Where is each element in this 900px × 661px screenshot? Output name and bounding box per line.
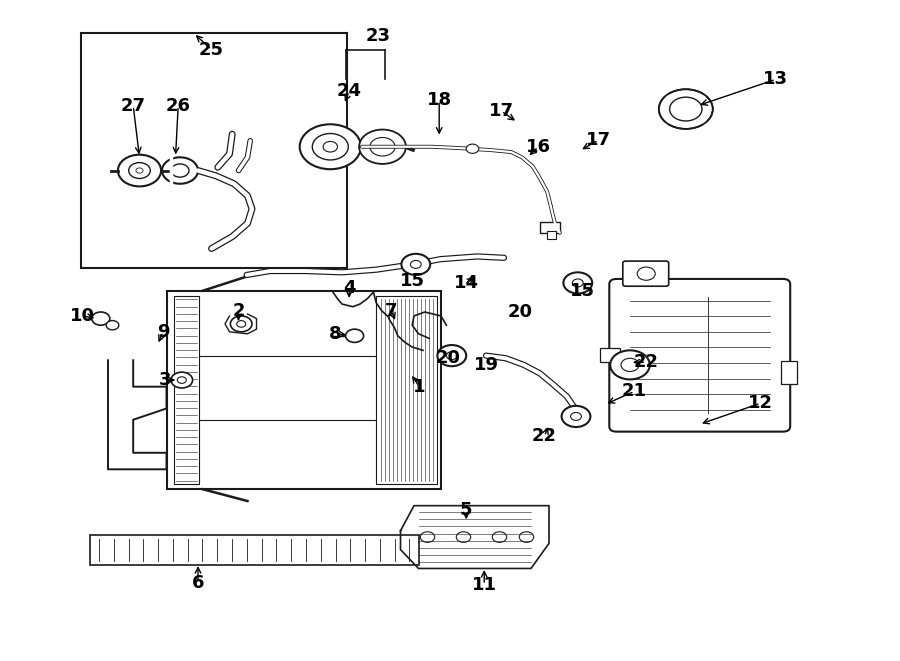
Text: 1: 1 [413, 377, 426, 396]
Text: 8: 8 [328, 325, 341, 343]
Bar [547, 231, 556, 239]
Bar [540, 222, 560, 233]
Text: 19: 19 [473, 356, 499, 374]
Text: 17: 17 [586, 131, 611, 149]
Text: 26: 26 [166, 97, 191, 115]
Text: 15: 15 [400, 272, 425, 290]
Circle shape [456, 531, 471, 542]
Circle shape [129, 163, 150, 178]
Text: 16: 16 [526, 137, 551, 156]
Circle shape [572, 279, 583, 287]
Text: 13: 13 [763, 70, 788, 89]
Circle shape [136, 168, 143, 173]
Circle shape [571, 412, 581, 420]
Circle shape [312, 134, 348, 160]
Text: 17: 17 [489, 102, 514, 120]
Circle shape [300, 124, 361, 169]
Bar [166, 291, 441, 489]
Circle shape [420, 531, 435, 542]
Circle shape [359, 130, 406, 164]
Text: 6: 6 [192, 574, 204, 592]
Circle shape [437, 345, 466, 366]
Circle shape [92, 312, 110, 325]
Bar [376, 296, 437, 484]
Circle shape [177, 377, 186, 383]
Circle shape [670, 97, 702, 121]
Circle shape [410, 260, 421, 268]
Text: 20: 20 [436, 349, 461, 368]
Circle shape [171, 372, 193, 388]
Circle shape [637, 267, 655, 280]
Text: 20: 20 [508, 303, 533, 321]
Text: 4: 4 [343, 278, 356, 297]
Circle shape [466, 144, 479, 153]
Circle shape [162, 157, 198, 184]
FancyBboxPatch shape [623, 261, 669, 286]
Bar [600, 348, 620, 362]
Circle shape [519, 531, 534, 542]
Text: 7: 7 [385, 301, 398, 320]
Circle shape [171, 164, 189, 177]
Bar [81, 33, 347, 268]
FancyBboxPatch shape [609, 279, 790, 432]
Text: 3: 3 [158, 371, 171, 389]
Text: 24: 24 [337, 82, 362, 100]
Text: 15: 15 [570, 282, 595, 300]
Bar [90, 535, 418, 565]
Text: 27: 27 [121, 97, 146, 115]
Text: 23: 23 [365, 27, 391, 46]
Circle shape [492, 531, 507, 542]
Circle shape [401, 254, 430, 275]
Text: 18: 18 [427, 91, 452, 110]
Text: 22: 22 [532, 427, 557, 446]
Circle shape [563, 272, 592, 293]
Bar [781, 361, 797, 383]
Circle shape [659, 89, 713, 129]
Text: 21: 21 [622, 382, 647, 401]
Text: 12: 12 [748, 394, 773, 412]
Text: 25: 25 [199, 40, 224, 59]
Circle shape [446, 352, 457, 360]
Circle shape [346, 329, 364, 342]
Text: 5: 5 [460, 501, 473, 520]
Circle shape [323, 141, 338, 152]
Text: 2: 2 [232, 301, 245, 320]
Circle shape [118, 155, 161, 186]
Bar [174, 296, 199, 484]
Circle shape [610, 350, 650, 379]
Text: 10: 10 [70, 307, 95, 325]
Circle shape [106, 321, 119, 330]
Circle shape [237, 321, 246, 327]
Text: 9: 9 [157, 323, 169, 341]
Circle shape [230, 316, 252, 332]
Circle shape [370, 137, 395, 156]
Text: 14: 14 [454, 274, 479, 292]
Text: 11: 11 [472, 576, 497, 594]
Circle shape [621, 358, 639, 371]
Circle shape [562, 406, 590, 427]
Text: 22: 22 [634, 353, 659, 371]
